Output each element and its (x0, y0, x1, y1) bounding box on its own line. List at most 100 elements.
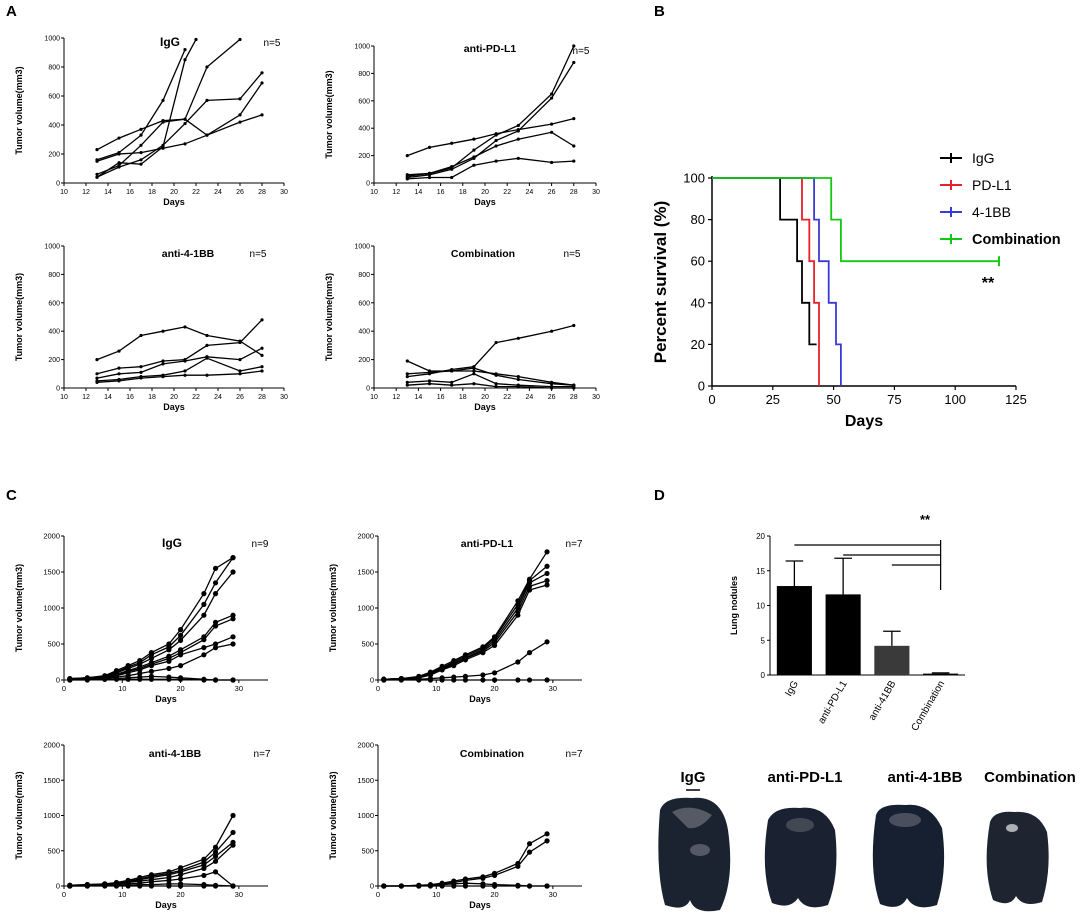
category-label: anti-PD-L1 (816, 679, 850, 726)
data-point (260, 71, 264, 75)
data-point (230, 616, 236, 622)
x-axis-label: Days (155, 900, 177, 910)
panel-labels: A B C D (6, 3, 665, 504)
data-point (139, 162, 143, 166)
x-axis-label: Days (469, 694, 491, 704)
data-point (201, 677, 207, 683)
x-tick-label: 24 (526, 394, 534, 401)
y-tick-label: 1500 (357, 568, 374, 577)
y-tick-label: 0 (698, 379, 705, 394)
x-tick-label: 30 (549, 684, 557, 693)
data-point (148, 668, 155, 674)
data-point (183, 142, 187, 146)
x-tick-label: 26 (236, 189, 244, 196)
n-label: n=7 (566, 539, 583, 550)
x-tick-label: 18 (148, 189, 156, 196)
data-point (212, 869, 219, 875)
y-tick-label: 1500 (357, 776, 374, 785)
x-tick-label: 16 (437, 394, 445, 401)
data-point (139, 143, 143, 147)
data-point (439, 667, 445, 673)
data-point (494, 144, 498, 148)
data-point (95, 372, 99, 376)
x-axis-label: Days (474, 402, 496, 412)
data-point (139, 150, 143, 155)
x-tick-label: 24 (526, 189, 534, 196)
x-tick-label: 30 (549, 890, 557, 899)
data-point (550, 130, 554, 134)
data-point (572, 386, 576, 390)
chart-A2: 10 12 14 16 18 20 22 24 26 28 30 0 200 400 600 800 1000 D… (324, 43, 600, 207)
category-label: anti-41BB (867, 679, 899, 723)
data-point (212, 844, 219, 850)
y-tick-label: 500 (47, 846, 60, 855)
data-point (113, 883, 120, 889)
data-point (201, 645, 207, 651)
data-point (95, 358, 99, 362)
x-tick-label: 26 (548, 189, 556, 196)
data-point (572, 144, 576, 148)
x-tick-label: 26 (236, 394, 244, 401)
data-point (260, 346, 264, 350)
y-tick-label: 0 (370, 676, 374, 685)
x-tick-label: 10 (60, 189, 68, 196)
survival-line-combination (712, 177, 999, 263)
data-point (462, 883, 469, 889)
data-point (405, 380, 409, 384)
data-point (526, 580, 533, 586)
x-tick-label: 18 (148, 394, 156, 401)
y-tick-label: 2000 (357, 532, 374, 541)
lung-photo-4-1bb (872, 804, 945, 908)
y-tick-label: 800 (48, 65, 60, 72)
data-point (427, 672, 434, 678)
data-point (451, 883, 457, 889)
series-line-5 (96, 370, 263, 383)
n-label: n=7 (254, 749, 271, 760)
data-point (439, 883, 445, 889)
y-tick-label: 1000 (354, 244, 370, 251)
data-point (95, 376, 99, 380)
data-point (161, 375, 165, 379)
x-tick-label: 12 (82, 189, 90, 196)
data-point (572, 159, 576, 163)
data-point (516, 375, 520, 379)
x-tick-label: 16 (126, 394, 134, 401)
y-tick-label: 5 (761, 636, 766, 645)
data-point (161, 98, 165, 102)
n-label: n=5 (564, 249, 581, 260)
data-point (113, 676, 120, 682)
y-tick-label: 1000 (44, 36, 60, 43)
series-line-2 (69, 557, 234, 680)
data-point (177, 637, 184, 644)
data-point (177, 663, 184, 669)
y-tick-label: 500 (361, 640, 374, 649)
y-tick-label: 0 (370, 882, 374, 891)
y-tick-label: 1000 (357, 604, 374, 613)
x-tick-label: 14 (104, 189, 112, 196)
data-point (177, 652, 184, 658)
data-point (230, 842, 236, 848)
data-point (230, 641, 236, 647)
data-point (212, 623, 219, 629)
chart-title: Combination (460, 748, 524, 760)
series-line-1 (96, 326, 263, 361)
data-point (201, 872, 207, 879)
y-axis-label: Tumor volume(mm3) (328, 771, 338, 859)
data-point (427, 171, 432, 176)
data-point (148, 655, 155, 662)
data-point (102, 676, 108, 682)
data-point (480, 672, 486, 678)
data-point (472, 137, 476, 141)
data-point (137, 883, 143, 889)
data-point (212, 853, 219, 859)
bar-anti-pd-l1 (825, 594, 861, 675)
y-tick-label: 1000 (354, 44, 370, 51)
data-point (201, 865, 207, 871)
x-tick-label: 26 (548, 394, 556, 401)
data-point (117, 379, 121, 383)
x-axis-label: Days (163, 197, 185, 207)
data-point (238, 120, 242, 124)
data-point (572, 323, 576, 328)
data-point (260, 81, 264, 85)
